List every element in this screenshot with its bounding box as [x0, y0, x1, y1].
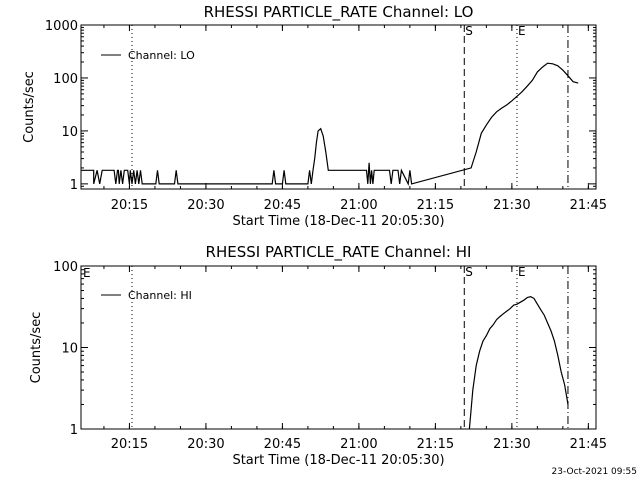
- x-tick-label: 21:30: [493, 437, 530, 452]
- x-axis-label: Start Time (18-Dec-11 20:05:30): [232, 214, 444, 229]
- x-tick-label: 20:15: [111, 198, 148, 213]
- legend-label: Channel: HI: [128, 289, 192, 302]
- series-line: [81, 62, 579, 186]
- plot-frame: [80, 24, 597, 190]
- event-marker-label: E: [518, 24, 526, 38]
- x-tick-label: 21:45: [570, 437, 607, 452]
- x-tick-label: 21:15: [417, 437, 454, 452]
- series-line: [468, 296, 569, 429]
- corner-marker-label: E: [83, 266, 91, 280]
- x-tick-label: 20:30: [187, 198, 224, 213]
- x-tick-label: 21:00: [340, 198, 377, 213]
- footer-timestamp: 23-Oct-2021 09:55: [552, 467, 637, 477]
- y-axis-label: Counts/sec: [29, 312, 44, 384]
- x-tick-label: 21:30: [493, 198, 530, 213]
- y-tick-label: 1000: [45, 19, 78, 34]
- x-tick-label: 20:45: [264, 198, 301, 213]
- y-tick-label: 100: [53, 260, 78, 275]
- x-tick-label: 21:15: [417, 198, 454, 213]
- event-marker-label: S: [465, 24, 473, 38]
- chart-panel-1: RHESSI PARTICLE_RATE Channel: LO 20:15 20:…: [22, 3, 607, 229]
- x-tick-label: 20:15: [111, 437, 148, 452]
- chart-title: RHESSI PARTICLE_RATE Channel: LO: [204, 3, 474, 22]
- x-tick-label: 21:45: [570, 198, 607, 213]
- event-marker-label: S: [465, 265, 473, 279]
- x-tick-label: 20:45: [264, 437, 301, 452]
- y-tick-label: 1: [70, 178, 78, 193]
- x-axis-label: Start Time (18-Dec-11 20:05:30): [232, 453, 444, 468]
- x-tick-label: 20:30: [187, 437, 224, 452]
- chart-title: RHESSI PARTICLE_RATE Channel: HI: [206, 243, 472, 262]
- event-marker-label: E: [518, 265, 526, 279]
- legend-label: Channel: LO: [128, 49, 195, 62]
- x-tick-label: 21:00: [340, 437, 377, 452]
- y-axis-label: Counts/sec: [22, 71, 37, 143]
- y-tick-label: 100: [53, 72, 78, 87]
- y-tick-label: 10: [61, 342, 78, 357]
- y-tick-label: 10: [61, 125, 78, 140]
- chart-panel-2: RHESSI PARTICLE_RATE Channel: HI 20:15 20:…: [29, 243, 607, 468]
- y-tick-label: 1: [70, 423, 78, 438]
